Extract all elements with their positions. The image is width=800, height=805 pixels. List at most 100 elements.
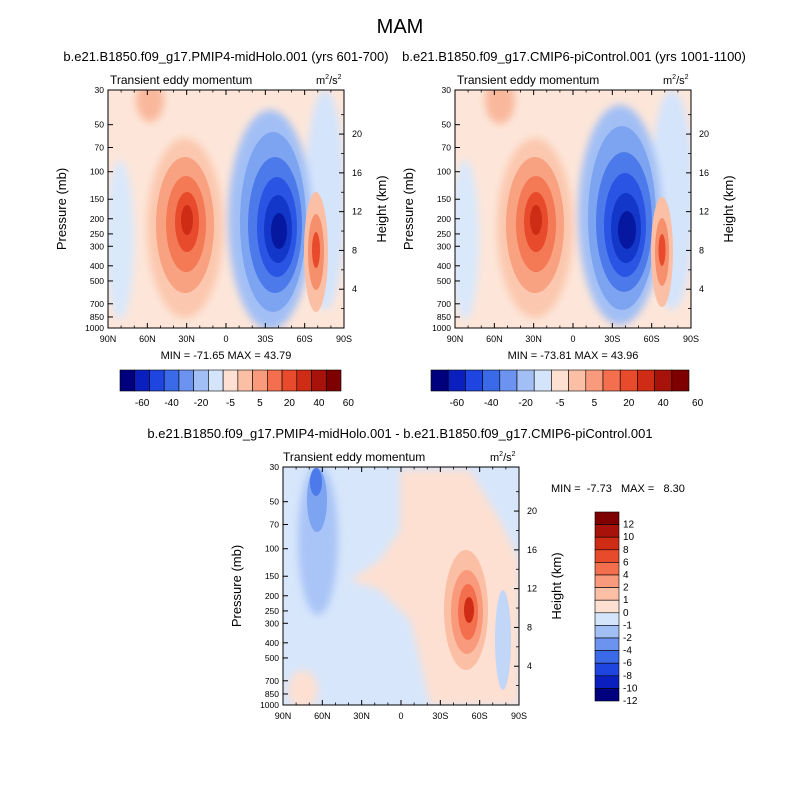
panel-1-stats: MIN = -71.65 MAX = 43.79 [161, 350, 292, 362]
panel-3-colorbar-label: 12 [623, 520, 635, 531]
panel-1-colorbar-label: -40 [164, 398, 179, 409]
panel-1-colorbar-swatch [325, 369, 342, 392]
panel-1-colorbar-swatch [134, 369, 150, 392]
panel-2-colorbar-swatch [568, 369, 587, 392]
panel-2-south-negative-core [618, 211, 636, 249]
panel-1-colorbar-swatch [281, 369, 298, 392]
panel-2-colorbar-swatch [637, 369, 655, 392]
panel-2-colorbar-label: -20 [518, 398, 533, 409]
panel-1-colorbar-swatch [208, 369, 224, 392]
panel-3-y-tick-label: 50 [270, 497, 280, 507]
panel-3-y-tick-label: 1000 [260, 700, 279, 710]
panel-2-x-tick-label: 30S [604, 334, 620, 344]
panel-2-y-tick-label: 30 [442, 85, 452, 95]
panel-1-colorbar-label: 20 [284, 398, 296, 409]
panel-1-y-tick-label: 850 [90, 312, 104, 322]
panel-3-right-tick-label: 20 [527, 506, 537, 516]
panel-2-y-tick-label: 200 [437, 214, 451, 224]
panel-1-units-label: m2/s2 [316, 74, 342, 87]
panel-2-ylabel-right: Height (km) [721, 175, 736, 242]
panel-3-south-positive-core [464, 597, 474, 623]
panel-3-south-negative [495, 590, 511, 690]
panel-3-colorbar-swatch [594, 536, 620, 551]
panel-1-y-tick-label: 400 [90, 261, 104, 271]
panel-2-high-positive [485, 90, 515, 124]
panel-3-colorbar-swatch [594, 599, 620, 614]
panel-3-colorbar-label: 6 [623, 557, 629, 568]
panel-2-x-tick-label: 0 [570, 334, 575, 344]
panel-1-right-tick-label: 16 [352, 168, 362, 178]
panel-2-right-tick-label: 8 [699, 245, 704, 255]
panel-2-colorbar-label: 20 [623, 398, 635, 409]
panel-3-y-tick-label: 100 [265, 544, 279, 554]
panel-1-x-tick-label: 0 [223, 334, 228, 344]
panel-2-colorbar-swatch [516, 369, 535, 392]
panel-3-colorbar-swatch [594, 637, 620, 651]
panel-2-y-tick-label: 400 [437, 261, 451, 271]
panel-1-variable-label: Transient eddy momentum [110, 73, 252, 87]
panel-2-y-tick-label: 50 [442, 120, 452, 130]
panel-3-colorbar-label: -2 [623, 633, 632, 644]
panel-1-x-tick-label: 90N [100, 334, 117, 344]
panel-2-x-tick-label: 30N [525, 334, 542, 344]
panel-1-title: b.e21.B1850.f09_g17.PMIP4-midHolo.001 (y… [63, 49, 388, 64]
panel-3-y-tick-label: 850 [265, 689, 279, 699]
panel-2-right-tick-label: 12 [699, 207, 709, 217]
panel-1-colorbar-label: 40 [313, 398, 325, 409]
panel-3-units-label: m2/s2 [490, 451, 516, 464]
panel-3-variable-label: Transient eddy momentum [283, 450, 425, 464]
panel-3-ylabel: Pressure (mb) [229, 545, 244, 627]
panel-3-colorbar-label: 4 [623, 570, 629, 581]
panel-3-colorbar-swatch [594, 688, 620, 702]
panel-3-colorbar-swatch [594, 612, 620, 626]
panel-2-ylabel: Pressure (mb) [401, 168, 416, 250]
panel-1-ylabel: Pressure (mb) [54, 168, 69, 250]
panel-1-colorbar-swatch [296, 369, 312, 392]
panel-1-colorbar-swatch [252, 369, 268, 392]
panel-1-y-tick-label: 700 [90, 299, 104, 309]
panel-3-y-tick-label: 700 [265, 676, 279, 686]
panel-3-y-tick-label: 400 [265, 638, 279, 648]
panel-2-colorbar-swatch [671, 369, 690, 392]
panel-1-x-tick-label: 60N [139, 334, 156, 344]
panel-3-x-tick-label: 90S [511, 711, 527, 721]
panel-1-polar-positive-core [312, 232, 320, 268]
panel-2-colorbar-label: 40 [658, 398, 670, 409]
panel-1-colorbar-swatch [193, 369, 209, 392]
panel-3-colorbar-swatch [594, 650, 620, 664]
panel-3-colorbar-label: 10 [623, 532, 635, 543]
panel-1-y-tick-label: 250 [90, 229, 104, 239]
panel-1-y-tick-label: 30 [95, 85, 105, 95]
panel-2-colorbar-label: -5 [556, 398, 565, 409]
panel-3-y-tick-label: 500 [265, 653, 279, 663]
panel-3-title: b.e21.B1850.f09_g17.PMIP4-midHolo.001 - … [147, 426, 652, 441]
panel-3-north-negative-core [310, 468, 322, 496]
panel-1-x-tick-label: 90S [336, 334, 352, 344]
panel-2-right-tick-label: 4 [699, 284, 704, 294]
panel-1-colorbar-label: 60 [343, 398, 355, 409]
panel-1-colorbar: -60 -40 -20 -5 5 20 40 60 [119, 369, 355, 409]
panel-1-y-tick-label: 500 [90, 276, 104, 286]
panel-2-colorbar-swatch [482, 369, 501, 392]
panel-1-north-positive-core [181, 205, 193, 235]
panel-1-y-tick-label: 50 [95, 120, 105, 130]
panel-2-colorbar-swatch [465, 369, 483, 392]
panel-1-colorbar-label: -20 [194, 398, 209, 409]
panel-3-x-tick-label: 0 [398, 711, 403, 721]
panel-2-polar-positive-core [658, 234, 666, 266]
panel-2-title: b.e21.B1850.f09_g17.CMIP6-piControl.001 … [402, 49, 746, 64]
panel-2-y-tick-label: 1000 [432, 323, 451, 333]
panel-3-axes: 90N 60N 30N 0 30S 60S 90S 30 50 70 100 150 200 250 300… [260, 462, 537, 721]
panel-2-x-tick-label: 90S [683, 334, 699, 344]
panel-3-colorbar-label: 1 [623, 595, 629, 606]
panel-1-y-tick-label: 70 [95, 143, 105, 153]
panel-3-x-tick-label: 30N [353, 711, 370, 721]
panel-2-colorbar-label: -60 [450, 398, 465, 409]
panel-3-colorbar-label: -6 [623, 658, 632, 669]
panel-2-y-tick-label: 70 [442, 143, 452, 153]
panel-2-x-tick-label: 90N [447, 334, 464, 344]
panel-1-colorbar-swatch [163, 369, 180, 392]
panel-3-right-tick-label: 12 [527, 584, 537, 594]
panel-1-colorbar-swatch [267, 369, 283, 392]
